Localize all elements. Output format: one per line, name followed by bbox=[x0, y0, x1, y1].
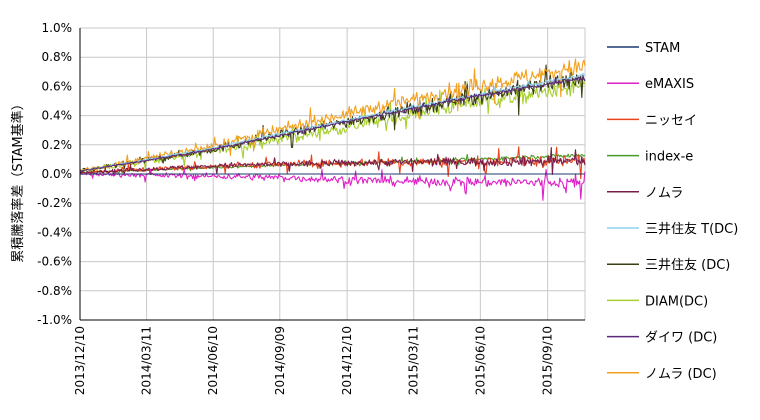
series-layer bbox=[79, 58, 586, 201]
x-tick-label: 2014/06/10 bbox=[206, 326, 220, 395]
legend-label: 三井住友 T(DC) bbox=[645, 221, 738, 237]
y-tick-label: 0.6% bbox=[42, 79, 73, 93]
y-tick-label: -1.0% bbox=[37, 313, 72, 327]
legend-label: ノムラ (DC) bbox=[645, 367, 717, 382]
x-tick-label: 2013/12/10 bbox=[73, 326, 87, 395]
legend-label: index-e bbox=[645, 150, 693, 165]
x-tick-label: 2014/12/10 bbox=[340, 326, 354, 395]
series-line bbox=[79, 146, 586, 177]
y-tick-label: 0.0% bbox=[42, 167, 73, 181]
y-tick-label: 0.2% bbox=[42, 138, 73, 152]
y-axis-label: 累積騰落率差（STAM基準） bbox=[10, 97, 26, 262]
legend-label: 三井住友 (DC) bbox=[645, 257, 730, 273]
x-tick-label: 2015/03/11 bbox=[407, 326, 421, 395]
x-tick-label: 2014/03/11 bbox=[140, 326, 154, 395]
y-tick-label: 0.8% bbox=[42, 50, 73, 64]
series-line bbox=[79, 58, 586, 173]
y-tick-label: -0.8% bbox=[37, 284, 72, 298]
y-tick-label: 0.4% bbox=[42, 109, 73, 123]
x-tick-label: 2015/09/10 bbox=[541, 326, 555, 395]
series-line bbox=[79, 168, 586, 201]
legend-label: eMAXIS bbox=[645, 77, 694, 92]
series-line bbox=[79, 146, 586, 180]
x-tick-label: 2014/09/09 bbox=[273, 326, 287, 395]
y-tick-label: -0.2% bbox=[37, 196, 72, 210]
legend-label: ノムラ bbox=[645, 186, 683, 201]
legend-label: DIAM(DC) bbox=[645, 294, 708, 309]
y-tick-label: 1.0% bbox=[42, 21, 73, 35]
legend-label: ダイワ (DC) bbox=[645, 331, 717, 346]
x-tick-label: 2015/06/10 bbox=[473, 326, 487, 395]
series-line bbox=[79, 75, 586, 172]
legend-label: ニッセイ bbox=[645, 113, 697, 128]
y-tick-label: -0.6% bbox=[37, 255, 72, 269]
legend-label: STAM bbox=[645, 41, 680, 56]
y-tick-label: -0.4% bbox=[37, 225, 72, 239]
axes: 1.0% 0.8% 0.6% 0.4% 0.2% 0.0% -0.2% -0.4% -0.6% -… bbox=[37, 21, 585, 395]
